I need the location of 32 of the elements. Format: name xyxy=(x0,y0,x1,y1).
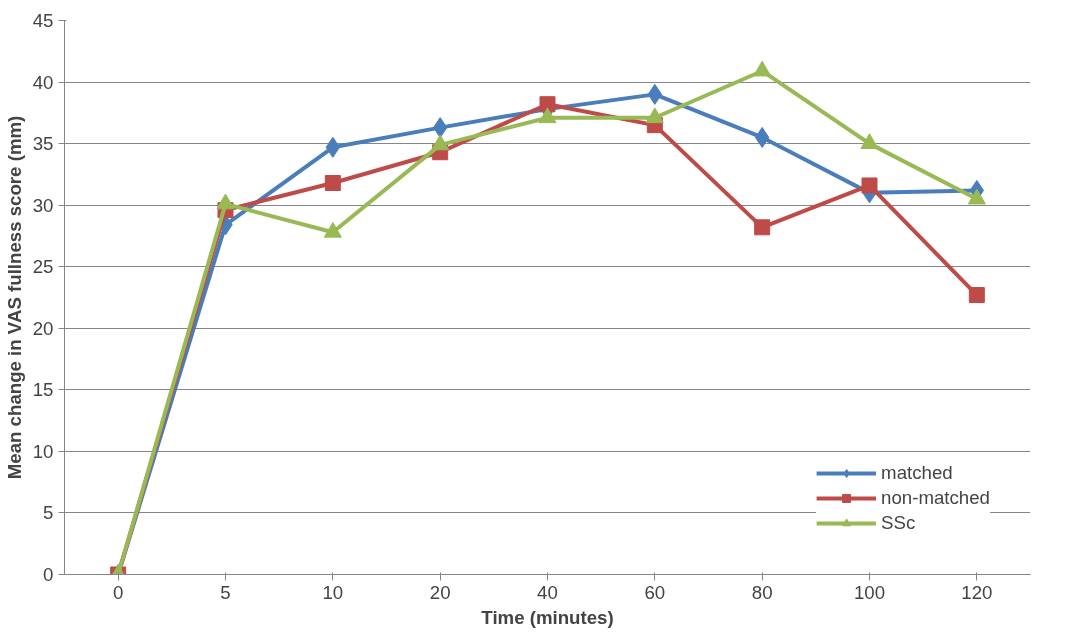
y-tick-label: 45 xyxy=(32,10,54,31)
legend-label: SSc xyxy=(881,512,916,534)
x-tick-label: 10 xyxy=(322,581,344,603)
point xyxy=(323,221,342,238)
legend-label: matched xyxy=(881,462,953,484)
x-tick-label: 80 xyxy=(751,581,773,603)
y-tick-label: 35 xyxy=(32,133,54,155)
point xyxy=(754,219,771,236)
x-tick-label: 40 xyxy=(537,581,558,603)
point xyxy=(861,177,878,194)
legend-label: non-matched xyxy=(881,487,990,509)
y-tick-label: 15 xyxy=(32,379,54,401)
x-tick-label: 20 xyxy=(429,581,451,603)
y-tick-label: 20 xyxy=(32,317,54,339)
point xyxy=(324,175,341,192)
y-tick-label: 5 xyxy=(43,502,54,524)
point xyxy=(216,193,235,210)
y-tick-label: 10 xyxy=(32,440,54,462)
y-tick-label: 30 xyxy=(32,194,54,216)
x-axis-title: Time (minutes) xyxy=(481,606,614,628)
x-tick-label: 60 xyxy=(644,581,666,603)
y-tick-label: 25 xyxy=(32,256,54,278)
point xyxy=(967,188,986,205)
x-tick-label: 120 xyxy=(961,581,993,603)
y-axis-title: Mean change in VAS fullness score (mm) xyxy=(3,115,25,480)
x-tick-label: 0 xyxy=(112,581,124,603)
y-tick-label: 0 xyxy=(43,564,54,585)
x-tick-label: 100 xyxy=(853,581,886,603)
point xyxy=(860,133,879,150)
x-tick-label: 5 xyxy=(220,581,231,603)
y-tick-label: 40 xyxy=(32,71,54,93)
point xyxy=(539,96,556,113)
